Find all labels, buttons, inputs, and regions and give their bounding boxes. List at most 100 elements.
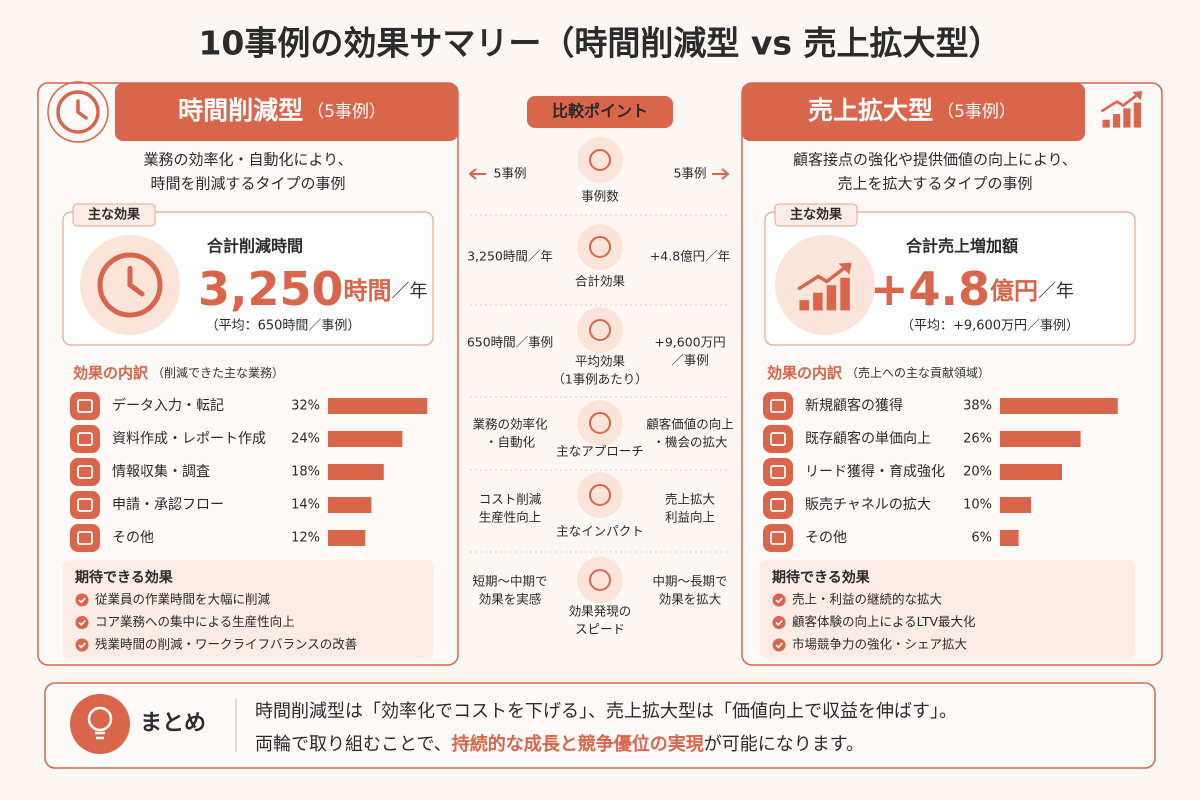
growth-bar [1112,114,1121,128]
comparison-right: ・機会の拡大 [652,435,727,450]
growth-arrow [797,262,851,290]
bar [1000,497,1031,513]
growth-arrow-head [1132,91,1143,101]
description-line: 時間を削減するタイプの事例 [150,175,345,193]
expected-box [760,560,1135,658]
check-mark [775,642,783,649]
bar [328,497,372,513]
item-value-label: 26% [963,432,992,447]
item-value-label: 24% [291,432,320,447]
comparison-right: +4.8億円／年 [650,249,730,264]
check-circle [772,638,786,652]
breakdown-title: 効果の内訳 （売上への主な貢献領域） [767,364,990,382]
value: +4.8 [870,262,990,316]
panel-header [115,83,458,141]
description-line: 顧客接点の強化や提供価値の向上により、 [793,151,1077,169]
bar [328,398,428,414]
bar [1000,398,1118,414]
item-label: リード獲得・育成強化 [805,463,945,480]
item-icon [70,458,100,486]
expected-item: 顧客体験の向上によるLTV最大化 [792,614,976,629]
clock-icon [97,252,163,318]
main-icon-bg [775,235,875,335]
comparison-left: 650時間／事例 [467,335,553,350]
description-line: 業務の効率化・自動化により、 [143,151,352,169]
growth-bar [826,285,837,311]
comparison-left: 効果を実感 [479,592,542,607]
arrow-left [468,168,486,180]
arrow-right [712,168,730,180]
item-value-label: 10% [963,498,992,513]
bulb-base [95,731,105,740]
comparison-icon [577,557,623,603]
comparison-icon [577,400,623,446]
bar [328,530,366,546]
item-icon-glyph [770,531,786,545]
item-value-label: 14% [291,498,320,513]
comparison-right: 中期〜長期で [652,574,727,589]
page-title: 10事例の効果サマリー（時間削減型 vs 売上拡大型） [198,24,1001,63]
item-icon-glyph [770,465,786,479]
growth-bar [813,292,823,311]
comparison-pill [527,96,673,128]
comparison-icon [577,307,623,353]
comparison-icon-glyph [589,569,611,591]
clock-icon [56,90,100,134]
comparison-right: 顧客価値の向上 [646,417,734,432]
expected-item: 市場競争力の強化・シェア拡大 [792,637,967,652]
item-icon [70,425,100,453]
unit: 時間 [344,277,392,305]
expected-item: 従業員の作業時間を大幅に削減 [95,592,271,607]
item-icon-glyph [770,432,786,446]
check-circle [75,638,89,652]
comparison-label: 平均効果 [575,354,626,369]
comparison-icon-glyph [589,236,611,258]
description-line: 売上を拡大するタイプの事例 [837,175,1032,193]
panel-heading: 売上拡大型 （5事例） [808,96,1016,125]
check-circle [75,593,89,607]
expected-box [63,560,433,658]
comparison-left: 短期〜中期で [472,574,547,589]
check-circle [772,593,786,607]
panel-heading: 時間削減型 （5事例） [178,96,386,125]
bar [1000,431,1081,447]
item-icon [70,524,100,552]
item-label: 資料作成・レポート作成 [112,431,266,447]
main-note: （平均：650時間／事例） [206,319,361,334]
item-value-label: 18% [291,465,320,480]
item-value-label: 32% [291,399,320,414]
comparison-right: 効果を拡大 [659,592,722,607]
breakdown-title-text: 効果の内訳 [73,364,149,382]
panel-header [742,83,1085,141]
comparison-right: +9,600万円 [654,335,725,350]
per: ／年 [392,281,428,302]
comparison-right: 5事例 [674,166,707,181]
heading-count: （5事例） [307,102,386,122]
item-icon [763,425,793,453]
item-icon-glyph [77,432,93,446]
clock-hands [127,266,145,297]
growth-bar [1102,119,1110,128]
comparison-label: 合計効果 [575,274,626,289]
main-value: +4.8億円／年 [870,262,1074,316]
item-value-label: 38% [963,399,992,414]
item-icon [763,491,793,519]
item-icon [70,491,100,519]
item-label: 既存顧客の単価向上 [805,430,931,447]
check-circle [75,616,89,629]
tag: 主な効果 [790,207,842,223]
summary-line2-before: 両輪で取り組むことで、 [255,734,452,755]
per: ／年 [1038,281,1074,302]
clock-hands [76,99,88,120]
bar [328,464,384,480]
expected-item: 残業時間の削減・ワークライフバランスの改善 [95,637,357,652]
main-note: （平均：+9,600万円／事例） [901,319,1079,334]
bulb [87,706,113,732]
item-label: その他 [112,530,154,546]
breakdown-title: 効果の内訳 （削減できた主な業務） [73,364,284,382]
item-icon [763,524,793,552]
item-icon-glyph [77,399,93,413]
heading-text: 時間削減型 [178,96,303,125]
item-icon-glyph [770,399,786,413]
comparison-icon [577,137,623,183]
